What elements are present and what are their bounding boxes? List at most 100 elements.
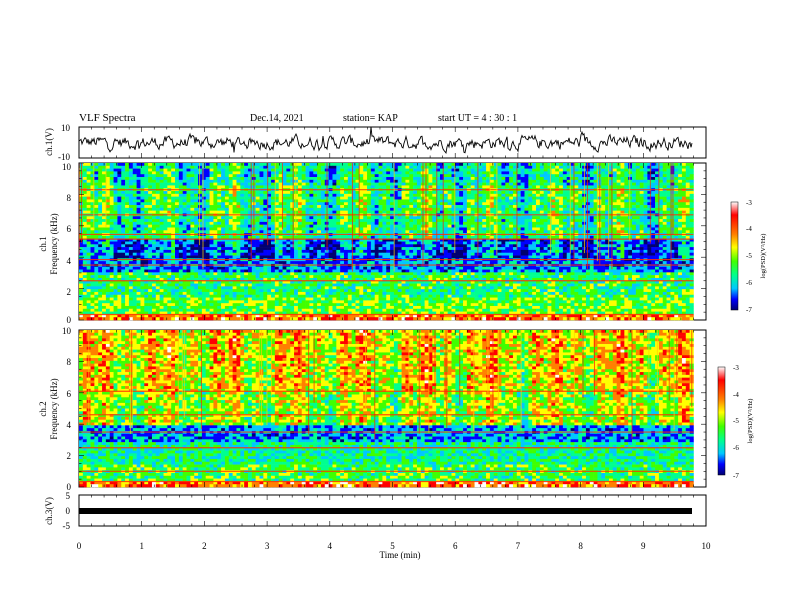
spectrogram-cell — [540, 197, 544, 200]
spectrogram-cell — [574, 225, 578, 228]
spectrogram-cell — [409, 163, 413, 166]
spectrogram-cell — [298, 216, 302, 219]
spectrogram-cell — [160, 177, 164, 180]
spectrogram-cell — [152, 227, 156, 230]
spectrogram-cell — [340, 216, 344, 219]
spectrogram-cell — [590, 225, 594, 228]
spectrogram-cell — [640, 169, 644, 172]
spectrogram-cell — [94, 174, 98, 177]
spectrogram-cell — [163, 197, 167, 200]
spectrogram-cell — [171, 177, 175, 180]
spectrogram-cell — [459, 177, 463, 180]
spectrogram-cell — [190, 227, 194, 230]
spectrogram-cell — [336, 180, 340, 183]
spectrogram-cell — [367, 222, 371, 225]
spectrogram-cell — [83, 199, 87, 202]
spectrogram-cell — [309, 197, 313, 200]
spectrogram-cell — [444, 163, 448, 166]
spectrogram-cell — [674, 166, 678, 169]
spectrogram-cell — [617, 169, 621, 172]
spectrogram-cell — [156, 227, 160, 230]
spectrogram-cell — [236, 166, 240, 169]
spectrogram-cell — [233, 227, 237, 230]
spectrogram-cell — [271, 185, 275, 188]
spectrogram-cell — [190, 180, 194, 183]
spectrogram-cell — [283, 211, 287, 214]
spectrogram-cell — [175, 166, 179, 169]
spectrogram-cell — [586, 219, 590, 222]
spectrogram-cell — [83, 211, 87, 214]
spectrogram-cell — [528, 185, 532, 188]
spectrogram-cell — [409, 227, 413, 230]
spectrogram-cell — [379, 194, 383, 197]
spectrogram-cell — [298, 171, 302, 174]
spectrogram-cell — [405, 211, 409, 214]
spectrogram-cell — [171, 185, 175, 188]
spectrogram-cell — [306, 171, 310, 174]
spectrogram-cell — [690, 197, 694, 200]
spectrogram-cell — [344, 169, 348, 172]
spectrogram-cell — [144, 202, 148, 205]
spectrogram-cell — [363, 216, 367, 219]
spectrogram-cell — [590, 185, 594, 188]
spectrogram-cell — [540, 166, 544, 169]
spectrogram-cell — [221, 185, 225, 188]
spectrogram-cell — [644, 185, 648, 188]
spectrogram-cell — [686, 185, 690, 188]
spectrogram-cell — [382, 191, 386, 194]
spectrogram-cell — [87, 205, 91, 208]
spectrogram-cell — [371, 227, 375, 230]
spectrogram-cell — [83, 197, 87, 200]
spectrogram-cell — [171, 202, 175, 205]
spectrogram-cell — [463, 216, 467, 219]
spectrogram-cell — [148, 216, 152, 219]
spectrogram-cell — [417, 211, 421, 214]
spectrogram-cell — [405, 177, 409, 180]
spectrogram-cell — [263, 169, 267, 172]
spectrogram-cell — [290, 183, 294, 186]
spectrogram-cell — [206, 177, 210, 180]
spectrogram-cell — [110, 225, 114, 228]
spectrogram-cell — [244, 222, 248, 225]
spectrogram-cell — [290, 171, 294, 174]
spectrogram-cell — [344, 191, 348, 194]
spectrogram-cell — [659, 183, 663, 186]
spectrogram-cell — [236, 185, 240, 188]
spectrogram-cell — [217, 208, 221, 211]
spectrogram-cell — [125, 199, 129, 202]
spectrogram-cell — [467, 222, 471, 225]
spectrogram-cell — [309, 169, 313, 172]
spectrogram-cell — [210, 199, 214, 202]
spectrogram-cell — [110, 211, 114, 214]
spectrogram-cell — [240, 166, 244, 169]
spectrogram-cell — [221, 208, 225, 211]
spectrogram-cell — [505, 227, 509, 230]
spectrogram-cell — [363, 174, 367, 177]
spectrogram-cell — [505, 197, 509, 200]
spectrogram-cell — [417, 227, 421, 230]
spectrogram-cell — [163, 208, 167, 211]
spectrogram-cell — [375, 185, 379, 188]
spectrogram-cell — [98, 194, 102, 197]
spectrogram-cell — [667, 169, 671, 172]
spectrogram-cell — [125, 183, 129, 186]
spectrogram-cell — [405, 191, 409, 194]
spectrogram-cell — [359, 199, 363, 202]
spectrogram-cell — [229, 183, 233, 186]
spectrogram-cell — [263, 227, 267, 230]
spectrogram-cell — [640, 180, 644, 183]
spectrogram-cell — [348, 194, 352, 197]
spectrogram-cell — [667, 205, 671, 208]
spectrogram-cell — [363, 202, 367, 205]
spectrogram-cell — [156, 180, 160, 183]
spectrogram-cell — [536, 222, 540, 225]
spectrogram-cell — [256, 227, 260, 230]
spectrogram-cell — [167, 199, 171, 202]
spectrogram-cell — [521, 222, 525, 225]
spectrogram-cell — [409, 216, 413, 219]
spectrogram-cell — [509, 219, 513, 222]
spectrogram-cell — [121, 180, 125, 183]
spectrogram-cell — [386, 199, 390, 202]
spectrogram-cell — [674, 163, 678, 166]
spectrogram-cell — [152, 205, 156, 208]
